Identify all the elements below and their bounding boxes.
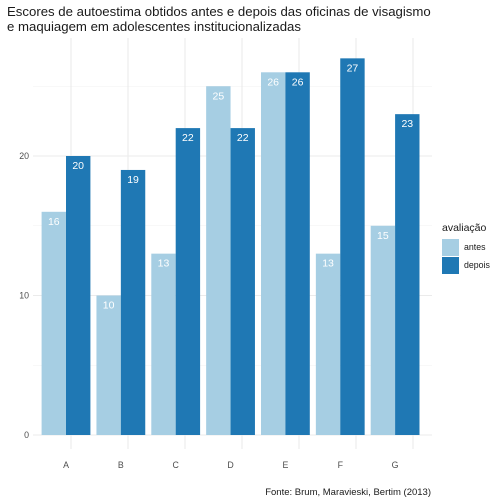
y-tick-label: 20 (19, 151, 29, 161)
bar-antes (371, 226, 395, 435)
bar-antes (96, 296, 120, 436)
x-tick-label: E (282, 460, 288, 470)
data-label-depois: 22 (237, 132, 249, 144)
bar-depois (340, 58, 364, 435)
legend-item-antes: antes (442, 238, 490, 256)
legend-title: avaliação (442, 222, 490, 234)
legend-label-antes: antes (464, 242, 486, 252)
x-tick-label: F (338, 460, 344, 470)
bar-antes (206, 86, 230, 435)
legend-key-depois (442, 257, 459, 274)
data-label-antes: 13 (158, 258, 170, 270)
data-label-depois: 27 (347, 62, 359, 74)
bar-antes (151, 254, 175, 435)
legend-key-antes (442, 239, 459, 256)
data-label-antes: 26 (267, 76, 279, 88)
bar-depois (231, 128, 255, 435)
legend-label-depois: depois (464, 260, 490, 270)
bar-antes (261, 72, 285, 435)
data-label-depois: 26 (292, 76, 304, 88)
bar-antes (316, 254, 340, 435)
bar-antes (42, 212, 66, 435)
data-label-antes: 15 (377, 230, 389, 242)
bar-depois (121, 170, 145, 435)
data-label-depois: 19 (127, 174, 139, 186)
data-label-antes: 10 (103, 300, 115, 312)
data-label-antes: 13 (322, 258, 334, 270)
x-tick-label: B (118, 460, 124, 470)
x-tick-label: D (227, 460, 233, 470)
x-tick-label: G (392, 460, 399, 470)
bar-depois (176, 128, 200, 435)
data-label-antes: 25 (213, 90, 225, 102)
data-label-antes: 16 (48, 216, 60, 228)
legend-item-depois: depois (442, 256, 490, 274)
bar-depois (395, 114, 419, 435)
x-tick-label: A (63, 460, 69, 470)
y-tick-label: 0 (24, 430, 29, 440)
data-label-depois: 20 (72, 160, 84, 172)
bar-depois (285, 72, 309, 435)
legend: avaliação antes depois (442, 222, 490, 274)
source-caption: Fonte: Brum, Maravieski, Bertim (2013) (265, 487, 431, 498)
x-tick-label: C (173, 460, 180, 470)
y-tick-label: 10 (19, 291, 29, 301)
bar-depois (66, 156, 90, 435)
data-label-depois: 22 (182, 132, 194, 144)
data-label-depois: 23 (401, 118, 413, 130)
